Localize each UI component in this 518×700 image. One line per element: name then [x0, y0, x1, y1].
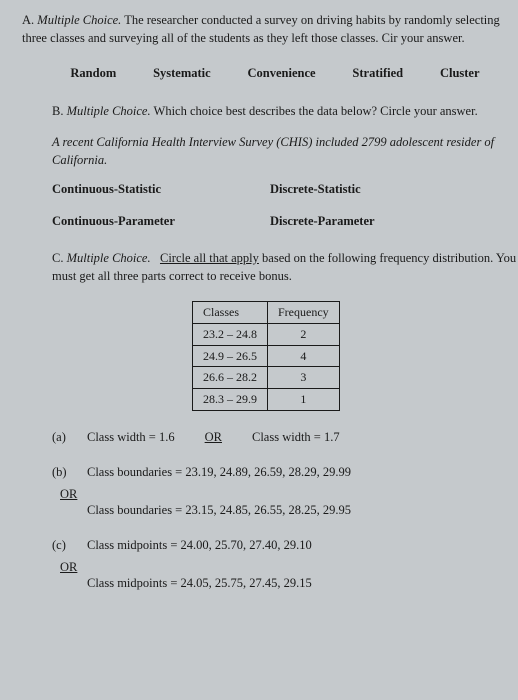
part-a-label: (a): [22, 429, 87, 447]
qb-opt-cont-stat[interactable]: Continuous-Statistic: [52, 181, 270, 199]
question-b: B. Multiple Choice. Which choice best de…: [22, 103, 518, 231]
qa-opt-systematic[interactable]: Systematic: [153, 65, 211, 83]
th-frequency: Frequency: [268, 302, 340, 324]
part-c-opt2[interactable]: Class midpoints = 24.05, 25.75, 27.45, 2…: [87, 575, 518, 593]
qa-options: Random Systematic Convenience Stratified…: [52, 65, 498, 83]
part-a: (a) Class width = 1.6 OR Class width = 1…: [22, 429, 518, 447]
frequency-table: Classes Frequency 23.2 – 24.82 24.9 – 26…: [192, 301, 340, 411]
part-b-opt1[interactable]: Class boundaries = 23.19, 24.89, 26.59, …: [87, 464, 518, 482]
qb-label: B.: [52, 104, 63, 118]
question-c: C. Multiple Choice. Circle all that appl…: [22, 250, 518, 592]
part-b: (b) OR Class boundaries = 23.19, 24.89, …: [22, 464, 518, 519]
part-b-or: OR: [60, 486, 87, 504]
part-c-label: (c): [52, 537, 87, 555]
part-a-opt1[interactable]: Class width = 1.6: [87, 429, 175, 447]
qa-opt-random[interactable]: Random: [70, 65, 116, 83]
qc-text-underline: Circle all that apply: [160, 251, 259, 265]
qb-subtext: A recent California Health Interview Sur…: [52, 134, 518, 169]
part-a-or: OR: [205, 429, 222, 447]
qa-opt-cluster[interactable]: Cluster: [440, 65, 480, 83]
qb-opt-disc-param[interactable]: Discrete-Parameter: [270, 213, 488, 231]
qa-opt-stratified[interactable]: Stratified: [352, 65, 403, 83]
qc-heading: Multiple Choice.: [67, 251, 151, 265]
qa-heading: Multiple Choice.: [37, 13, 121, 27]
table-row: 23.2 – 24.82: [193, 323, 340, 345]
qb-heading: Multiple Choice.: [67, 104, 151, 118]
qb-opt-disc-stat[interactable]: Discrete-Statistic: [270, 181, 488, 199]
table-row: 28.3 – 29.91: [193, 389, 340, 411]
qb-options: Continuous-Statistic Discrete-Statistic …: [52, 181, 488, 230]
qc-label: C.: [52, 251, 63, 265]
question-a: A. Multiple Choice. The researcher condu…: [22, 12, 518, 83]
part-c-or: OR: [60, 559, 87, 577]
qa-label: A.: [22, 13, 34, 27]
part-b-opt2[interactable]: Class boundaries = 23.15, 24.85, 26.55, …: [87, 502, 518, 520]
part-c: (c) OR Class midpoints = 24.00, 25.70, 2…: [22, 537, 518, 592]
part-c-opt1[interactable]: Class midpoints = 24.00, 25.70, 27.40, 2…: [87, 537, 518, 555]
qa-opt-convenience[interactable]: Convenience: [248, 65, 316, 83]
part-a-opt2[interactable]: Class width = 1.7: [252, 429, 340, 447]
table-row: 24.9 – 26.54: [193, 345, 340, 367]
part-b-label: (b): [52, 464, 87, 482]
qb-text: Which choice best describes the data bel…: [154, 104, 478, 118]
th-classes: Classes: [193, 302, 268, 324]
table-row: 26.6 – 28.23: [193, 367, 340, 389]
qb-opt-cont-param[interactable]: Continuous-Parameter: [52, 213, 270, 231]
